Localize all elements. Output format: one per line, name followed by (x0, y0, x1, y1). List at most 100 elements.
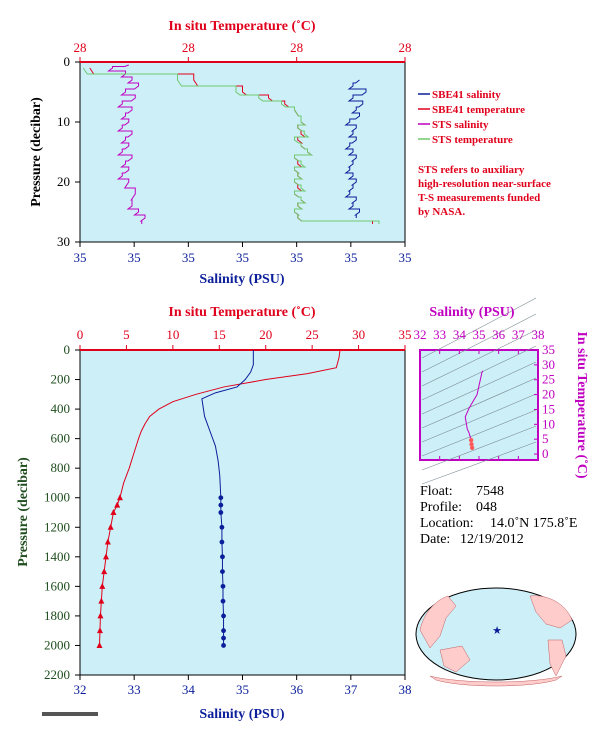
main-panel-y-tick-label: 1200 (44, 519, 70, 534)
salinity-point (221, 613, 226, 619)
legend-label: STS salinity (432, 119, 489, 131)
ts-x-tick-label: 35 (473, 327, 486, 342)
legend-note-line: high-resolution near-surface (418, 178, 551, 190)
main-panel-y-axis-title: Pressure (decibar) (16, 457, 31, 567)
profile-line: Profile: 048 (420, 500, 497, 515)
top-panel-bottom-tick-label: 35 (344, 250, 357, 265)
temperature-point (114, 501, 121, 508)
ts-y-tick-label: 0 (542, 446, 549, 461)
main-panel-y-tick-label: 2200 (44, 667, 70, 682)
salinity-point (219, 524, 225, 530)
top-panel-top-tick-label: 28 (182, 40, 195, 55)
legend-label: SBE41 salinity (432, 89, 501, 101)
main-panel-top-tick-label: 5 (123, 327, 130, 342)
temperature-point (98, 597, 105, 604)
top-panel-top-tick-label: 28 (399, 40, 412, 55)
main-plot-area (79, 349, 406, 676)
top-panel-bottom-tick-label: 35 (236, 250, 249, 265)
temperature-point (107, 523, 114, 530)
main-panel-top-tick-label: 15 (213, 327, 226, 342)
temperature-point (104, 538, 111, 545)
temperature-point (96, 641, 103, 648)
top-panel-y-tick-label: 20 (57, 174, 70, 189)
legend-label: SBE41 temperature (432, 104, 525, 116)
temperature-point (96, 627, 103, 634)
salinity-point (220, 583, 226, 589)
top-panel-top-tick-label: 28 (290, 40, 303, 55)
top-panel-bottom-tick-label: 35 (128, 250, 141, 265)
top-panel-top-axis-title: In situ Temperature (˚C) (168, 19, 315, 34)
isopycnal-line (421, 345, 537, 401)
isopycnal-line (421, 297, 537, 359)
legend-note-line: STS refers to auxiliary (418, 164, 525, 176)
near-surface-profile-chart: In situ Temperature (˚C) 28 28 28 28 35 35 35… (29, 19, 412, 287)
isopycnal-line (421, 329, 537, 387)
date-line: Date: 12/19/2012 (420, 532, 524, 547)
main-panel-y-tick-label: 1400 (44, 549, 70, 564)
main-panel-bottom-tick-label: 32 (74, 682, 87, 697)
salinity-point (221, 635, 226, 641)
isopycnal-line (421, 393, 537, 443)
main-panel-top-tick-label: 35 (399, 327, 412, 342)
footer-mark (42, 712, 98, 716)
ts-x-tick-label: 38 (532, 327, 545, 342)
salinity-point (218, 495, 224, 501)
main-panel-top-tick-label: 25 (306, 327, 319, 342)
legend: SBE41 salinity SBE41 temperature STS salin… (418, 89, 551, 218)
top-panel-bottom-tick-label: 35 (182, 250, 195, 265)
isopycnal-line (421, 313, 537, 373)
main-panel-bottom-tick-label: 36 (290, 682, 304, 697)
main-panel-top-tick-label: 30 (352, 327, 365, 342)
world-map: ★ (415, 587, 577, 687)
top-panel-bottom-axis-title: Salinity (PSU) (199, 272, 285, 287)
top-panel-series-line (107, 64, 146, 224)
ts-right-axis-title: In situ Temperature (˚C) (574, 331, 589, 478)
isopycnal-line (421, 441, 537, 485)
ts-x-tick-label: 37 (512, 327, 526, 342)
full-depth-profile-chart: In situ Temperature (˚C) 0 5 10 15 20 25 30 35 … (16, 305, 412, 722)
top-panel-top-tick-label: 28 (74, 40, 87, 55)
ts-diagram: Salinity (PSU) 32 33 34 35 36 37 38 0510152025… (414, 297, 589, 485)
top-panel-y-tick-label: 0 (64, 54, 71, 69)
salinity-point (220, 554, 225, 560)
location-line: Location: 14.0˚N 175.8˚E (420, 516, 578, 531)
map-land-north-america (529, 595, 573, 629)
map-land-asia (419, 595, 457, 649)
float-info: Float: 7548 Profile: 048 Location: 14.0˚N 1… (420, 484, 578, 547)
main-panel-y-tick-label: 400 (51, 401, 71, 416)
main-panel-bottom-tick-label: 37 (344, 682, 358, 697)
ts-point (469, 442, 474, 447)
map-land-south-america (547, 639, 567, 677)
salinity-point (218, 510, 224, 515)
temperature-profile-line (99, 349, 341, 646)
top-panel-series-line (82, 67, 380, 224)
float-location-star-icon: ★ (492, 625, 502, 637)
main-panel-bottom-tick-label: 33 (128, 682, 141, 697)
top-panel-bottom-tick-label: 35 (399, 250, 412, 265)
main-panel-y-tick-label: 1800 (44, 608, 70, 623)
ts-x-tick-label: 32 (414, 327, 427, 342)
ts-x-tick-label: 36 (492, 327, 506, 342)
temperature-point (116, 494, 123, 501)
temperature-point (103, 553, 109, 560)
ts-y-tick-label: 15 (542, 401, 555, 416)
legend-note-line: T-S measurements funded (418, 192, 540, 204)
legend-note-line: by NASA. (418, 206, 465, 218)
temperature-point (110, 509, 117, 515)
top-panel-bottom-tick-label: 35 (290, 250, 303, 265)
top-panel-y-tick-label: 10 (57, 114, 70, 129)
main-panel-y-tick-label: 0 (64, 342, 71, 357)
ts-top-axis-title: Salinity (PSU) (429, 305, 515, 320)
ts-y-tick-label: 35 (542, 342, 555, 357)
main-panel-y-tick-label: 800 (51, 460, 71, 475)
ts-point (468, 437, 474, 443)
main-panel-top-tick-label: 0 (77, 327, 84, 342)
salinity-point (221, 628, 226, 634)
salinity-point (218, 502, 224, 508)
top-panel-bottom-tick-label: 35 (74, 250, 87, 265)
top-panel-y-tick-label: 30 (57, 234, 70, 249)
ts-plot-area (419, 349, 539, 461)
temperature-point (99, 582, 106, 589)
ts-point (469, 445, 475, 451)
ts-y-tick-label: 5 (542, 431, 549, 446)
